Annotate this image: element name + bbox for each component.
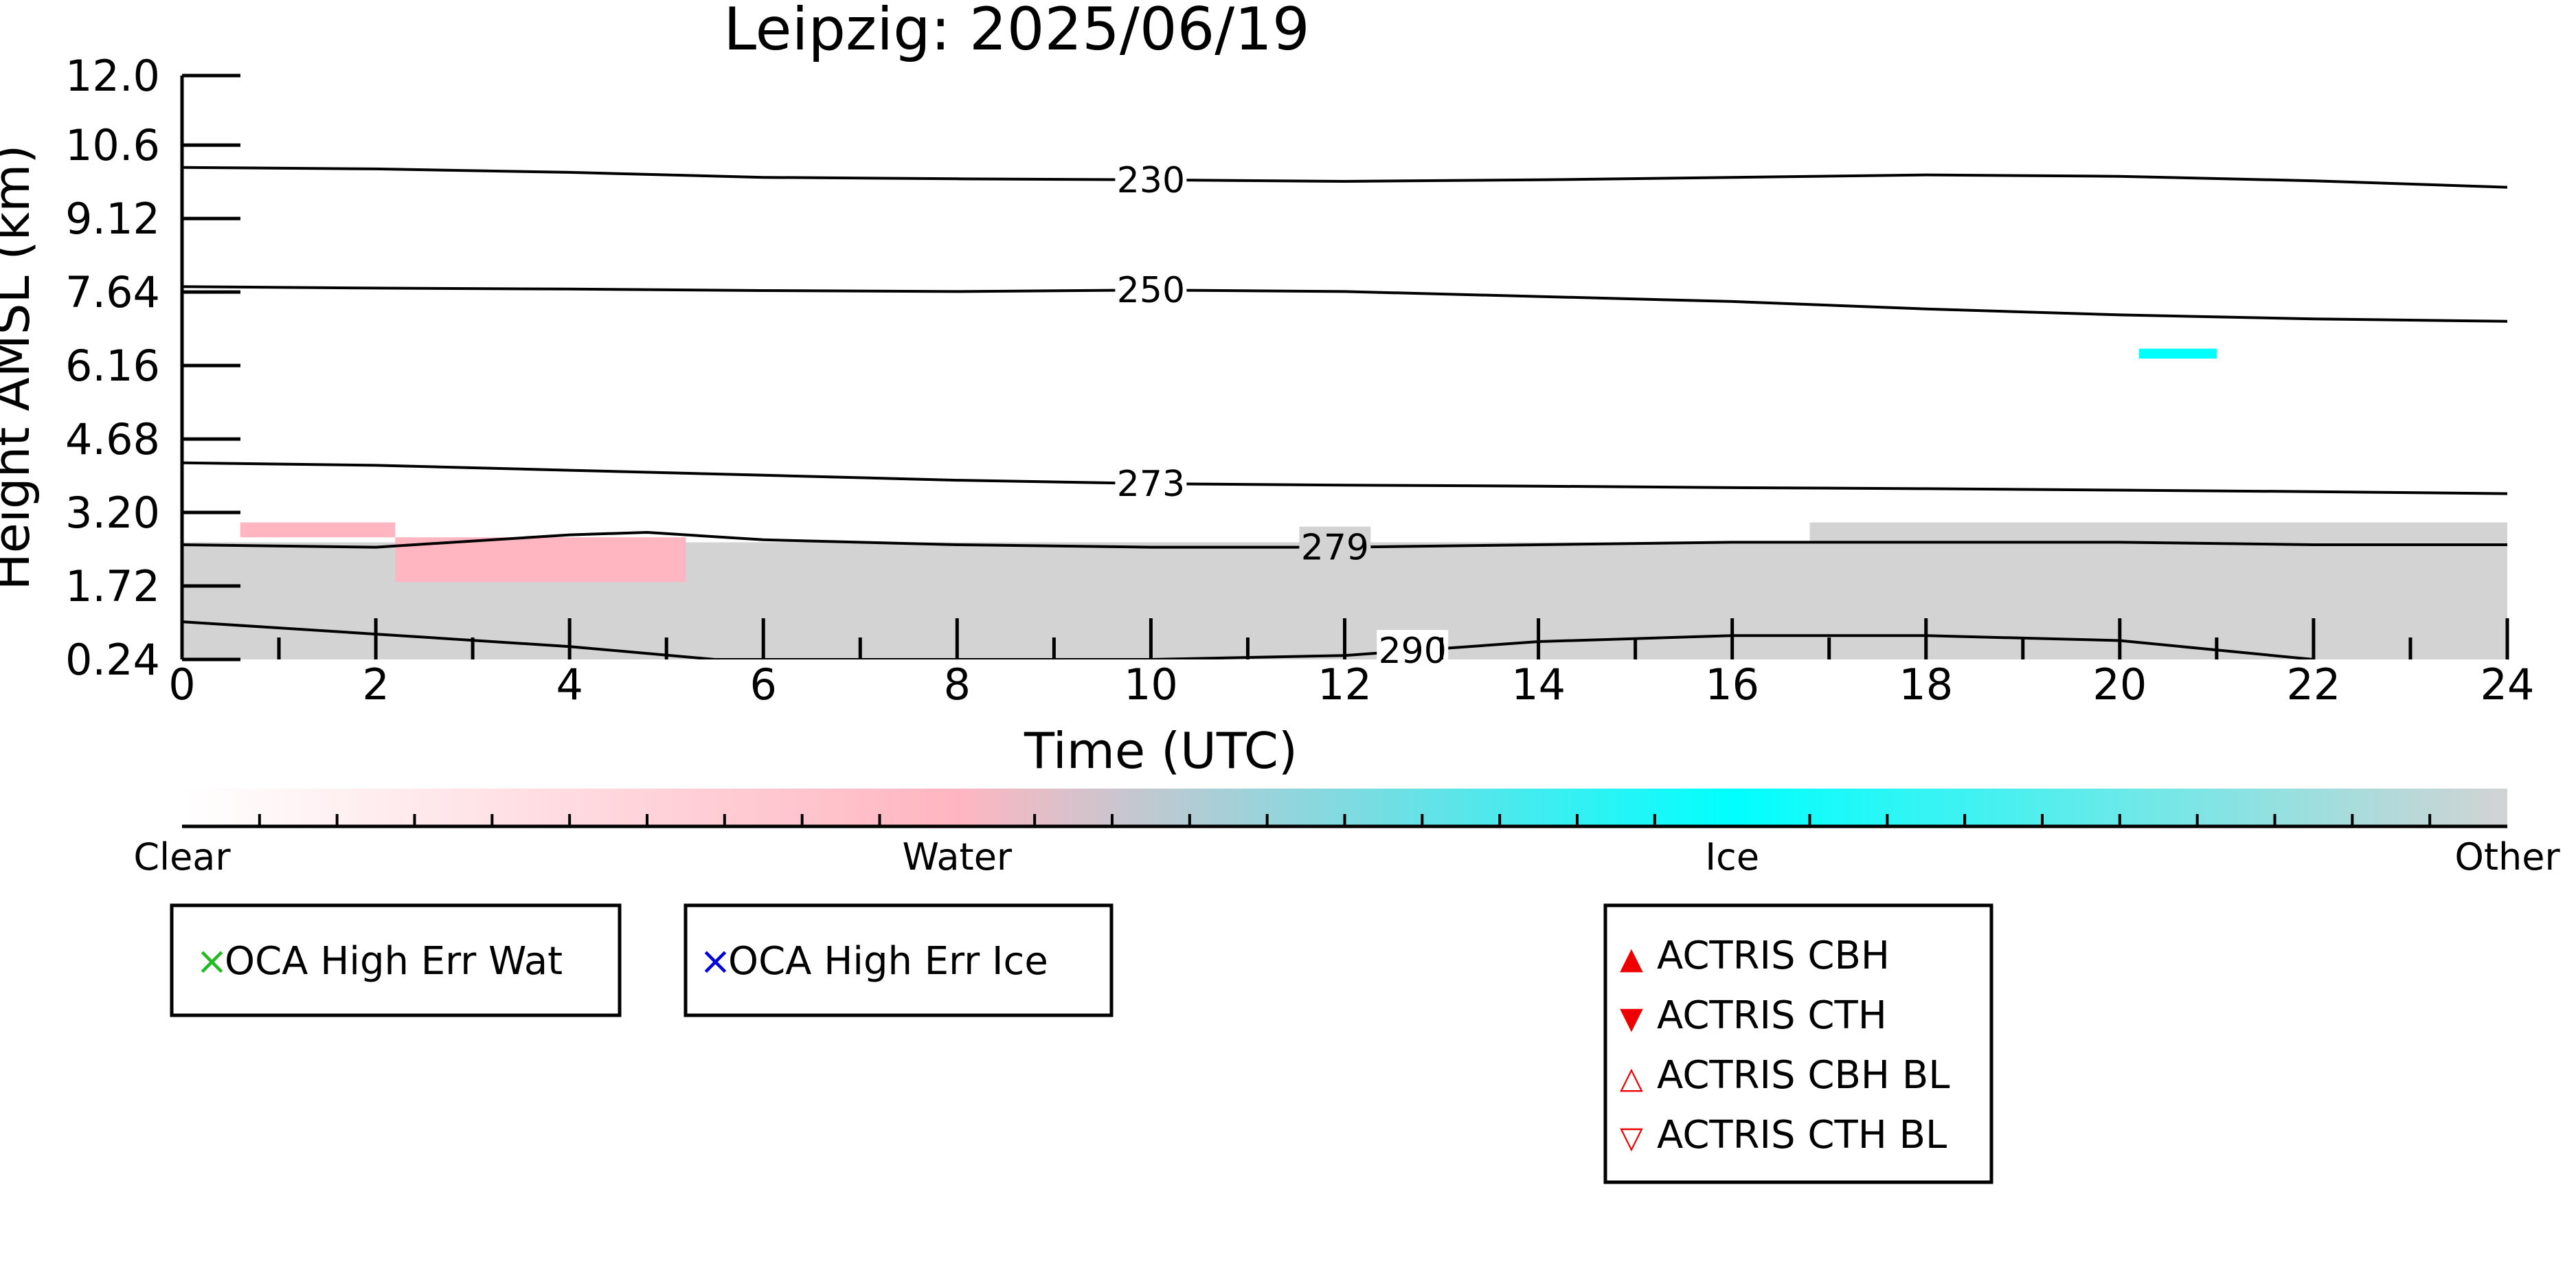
x-tick-label: 10	[1124, 659, 1178, 710]
x-ticks: 0 2 4 6 8 10 12 14 16 18 20 22 24	[168, 618, 2534, 710]
contour-label-bg-279	[1299, 526, 1371, 565]
plot-area	[182, 166, 2507, 659]
legend-label: ACTRIS CBH BL	[1657, 1053, 1950, 1098]
temperature-contours	[182, 166, 2507, 659]
x-tick-label: 14	[1511, 659, 1566, 710]
y-tick-label: 4.68	[65, 414, 160, 464]
cloud-region-water-3	[395, 537, 686, 583]
contour-labels: 230 250 273 279 290	[1115, 159, 1449, 672]
legend-label: OCA High Err Wat	[225, 939, 563, 984]
y-tick-label: 12.0	[65, 51, 160, 101]
x-tick-label: 22	[2286, 659, 2340, 710]
contour-label-250: 250	[1117, 270, 1185, 311]
x-tick-label: 20	[2092, 659, 2147, 710]
triangle-up-filled-icon: ▲	[1620, 941, 1643, 976]
y-tick-label: 0.24	[65, 635, 160, 685]
x-tick-label: 24	[2481, 659, 2535, 710]
cloud-region-ice-4	[2139, 348, 2217, 359]
legend-label: OCA High Err Ice	[728, 939, 1048, 984]
x-tick-label: 16	[1705, 659, 1759, 710]
x-tick-label: 4	[556, 659, 583, 710]
x-tick-label: 2	[362, 659, 389, 710]
colorbar-ticks	[258, 814, 2432, 826]
contour-label-bg-273	[1115, 463, 1187, 502]
triangle-up-outline-icon: △	[1620, 1061, 1643, 1096]
legend-x-marker-icon: ×	[196, 939, 228, 984]
colorbar: Clear Water Ice Other	[133, 789, 2560, 879]
x-axis-label: Time (UTC)	[1024, 722, 1298, 780]
contour-230	[182, 166, 2507, 189]
contour-label-bg-250	[1115, 269, 1187, 308]
x-tick-label: 0	[168, 659, 195, 710]
cloud-region-water-2	[240, 522, 396, 538]
y-tick-label: 10.6	[65, 120, 160, 170]
colorbar-label-clear: Clear	[133, 835, 231, 879]
contour-279	[182, 530, 2507, 549]
colorbar-labels: Clear Water Ice Other	[133, 835, 2560, 879]
chart-title: Leipzig: 2025/06/19	[723, 0, 1309, 64]
cloud-regions	[182, 348, 2507, 659]
y-tick-label: 1.72	[65, 561, 160, 611]
y-ticks: 0.24 1.72 3.20 4.68 6.16 7.64 9.12 10.6 12.0	[65, 51, 240, 685]
colorbar-label-water: Water	[903, 835, 1013, 879]
x-tick-label: 8	[944, 659, 971, 710]
legend-label: ACTRIS CTH	[1657, 993, 1887, 1038]
cloud-region-other-1	[1809, 522, 2507, 543]
legend-oca-ice: ×OCA High Err Ice	[683, 903, 1114, 1017]
contour-label-bg-290	[1377, 630, 1449, 669]
triangle-down-outline-icon: ▽	[1620, 1120, 1643, 1155]
y-tick-label: 6.16	[65, 341, 160, 391]
y-axis-label: Height AMSL (km)	[0, 145, 41, 591]
legend-oca-wat: ×OCA High Err Wat	[170, 903, 622, 1017]
triangle-down-filled-icon: ▼	[1620, 1001, 1643, 1036]
legend-label: ACTRIS CTH BL	[1657, 1113, 1947, 1157]
contour-label-273: 273	[1117, 464, 1185, 505]
legend-x-marker-icon: ×	[699, 939, 732, 984]
contour-250	[182, 285, 2507, 323]
contour-273	[182, 461, 2507, 495]
legend-label: ACTRIS CBH	[1657, 934, 1890, 978]
contour-label-279: 279	[1301, 528, 1369, 569]
contour-label-230: 230	[1117, 160, 1185, 201]
colorbar-label-other: Other	[2454, 835, 2560, 879]
y-tick-label: 7.64	[65, 267, 160, 317]
contour-label-290: 290	[1379, 631, 1447, 672]
legend-actris: ▲ ACTRIS CBH ▼ ACTRIS CTH △ ACTRIS CBH BL ▽ ACT…	[1603, 903, 1993, 1184]
y-tick-label: 9.12	[65, 194, 160, 244]
x-tick-label: 12	[1318, 659, 1372, 710]
colorbar-label-ice: Ice	[1705, 835, 1759, 879]
x-tick-label: 6	[750, 659, 777, 710]
contour-label-bg-230	[1115, 159, 1187, 198]
y-tick-label: 3.20	[65, 488, 160, 538]
axes: 0 2 4 6 8 10 12 14 16 18 20 22 24 0.241.723.204.686.…	[65, 51, 2535, 710]
x-tick-label: 18	[1899, 659, 1953, 710]
